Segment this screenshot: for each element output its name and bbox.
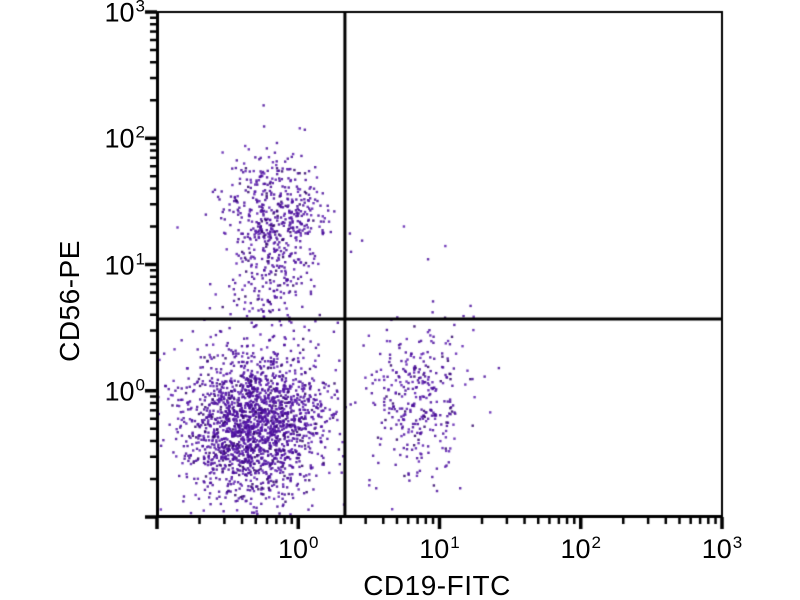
x-tick-label-10e3: 103 [701,533,743,564]
y-tick-label-10e3: 103 [104,0,145,28]
y-tick-label-10e0: 100 [104,375,145,407]
x-axis-label: CD19-FITC [363,570,511,600]
x-tick-label-10e2: 102 [560,533,602,564]
x-tick-label-10e1: 101 [419,533,460,564]
x-tick-label-10e0: 100 [277,533,319,564]
y-tick-label-10e2: 102 [104,122,145,154]
y-tick-label-10e1: 101 [104,249,145,280]
y-axis-label: CD56-PE [54,240,85,362]
